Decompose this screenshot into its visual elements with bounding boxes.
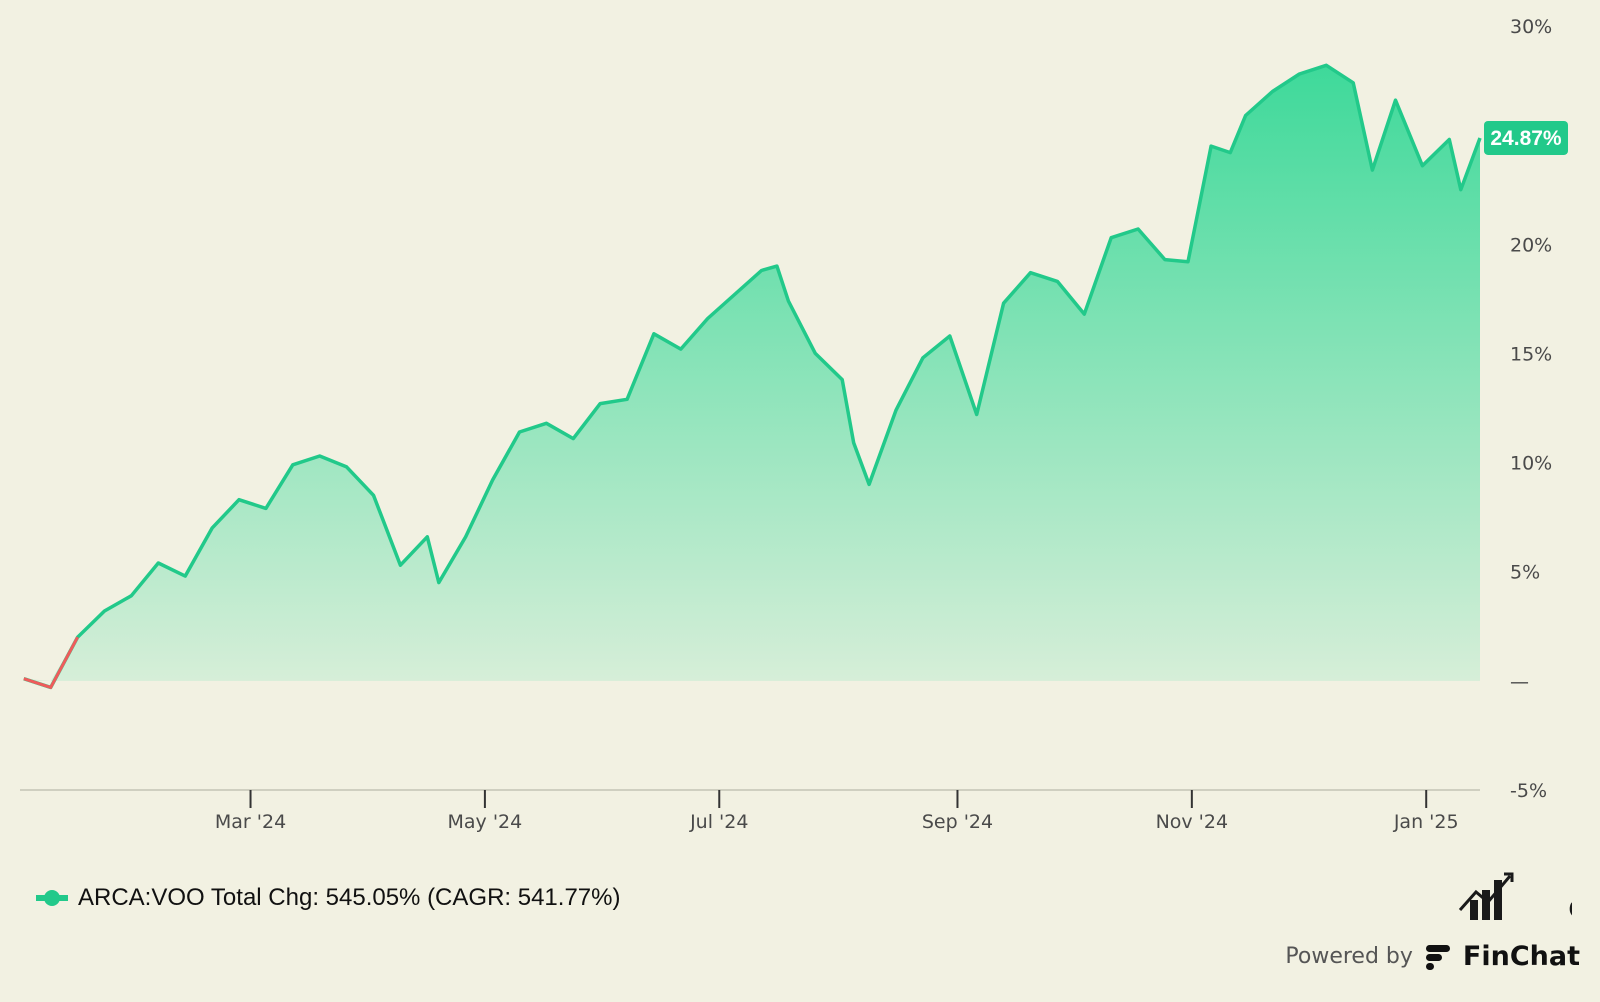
x-tick-label: Jan '25 (1393, 811, 1459, 833)
series-negative-segment (23, 636, 79, 690)
y-tick-label: 30% (1510, 16, 1552, 38)
y-tick-label: 10% (1510, 453, 1552, 475)
area-layer (23, 65, 1480, 681)
y-tick-label: 15% (1510, 343, 1552, 365)
watermark-logo: مرکب (1458, 866, 1572, 935)
y-tick-label: — (1510, 671, 1529, 693)
x-tick-label: May '24 (448, 811, 523, 833)
svg-text:مرکب: مرکب (1566, 866, 1572, 935)
series-line[interactable] (23, 63, 1482, 690)
x-tick-label: Mar '24 (215, 811, 286, 833)
legend[interactable]: ARCA:VOO Total Chg: 545.05% (CAGR: 541.7… (36, 884, 620, 912)
y-tick-label: -5% (1510, 780, 1547, 802)
legend-series-icon (36, 890, 68, 906)
axis-layer: Mar '24 May '24 Jul '24 Sep '24 Nov '24 Jan '… (20, 16, 1552, 833)
powered-by[interactable]: Powered by FinChat (1285, 941, 1580, 972)
powered-by-text: Powered by (1285, 944, 1413, 969)
last-value-label: 24.87% (1490, 127, 1562, 150)
y-tick-label: 5% (1510, 562, 1540, 584)
finchat-logo-icon (1425, 944, 1450, 970)
series-area (23, 65, 1480, 681)
y-tick-label: 20% (1510, 234, 1552, 256)
last-value-badge (1484, 120, 1568, 155)
x-tick-label: Nov '24 (1156, 811, 1229, 833)
line-layer (23, 63, 1482, 690)
finchat-brand-text: FinChat (1462, 941, 1580, 972)
label-layer: 24.87% (1484, 120, 1568, 155)
x-tick-label: Sep '24 (922, 811, 993, 833)
legend-label: ARCA:VOO Total Chg: 545.05% (CAGR: 541.7… (78, 884, 621, 911)
x-tick-label: Jul '24 (689, 811, 748, 833)
